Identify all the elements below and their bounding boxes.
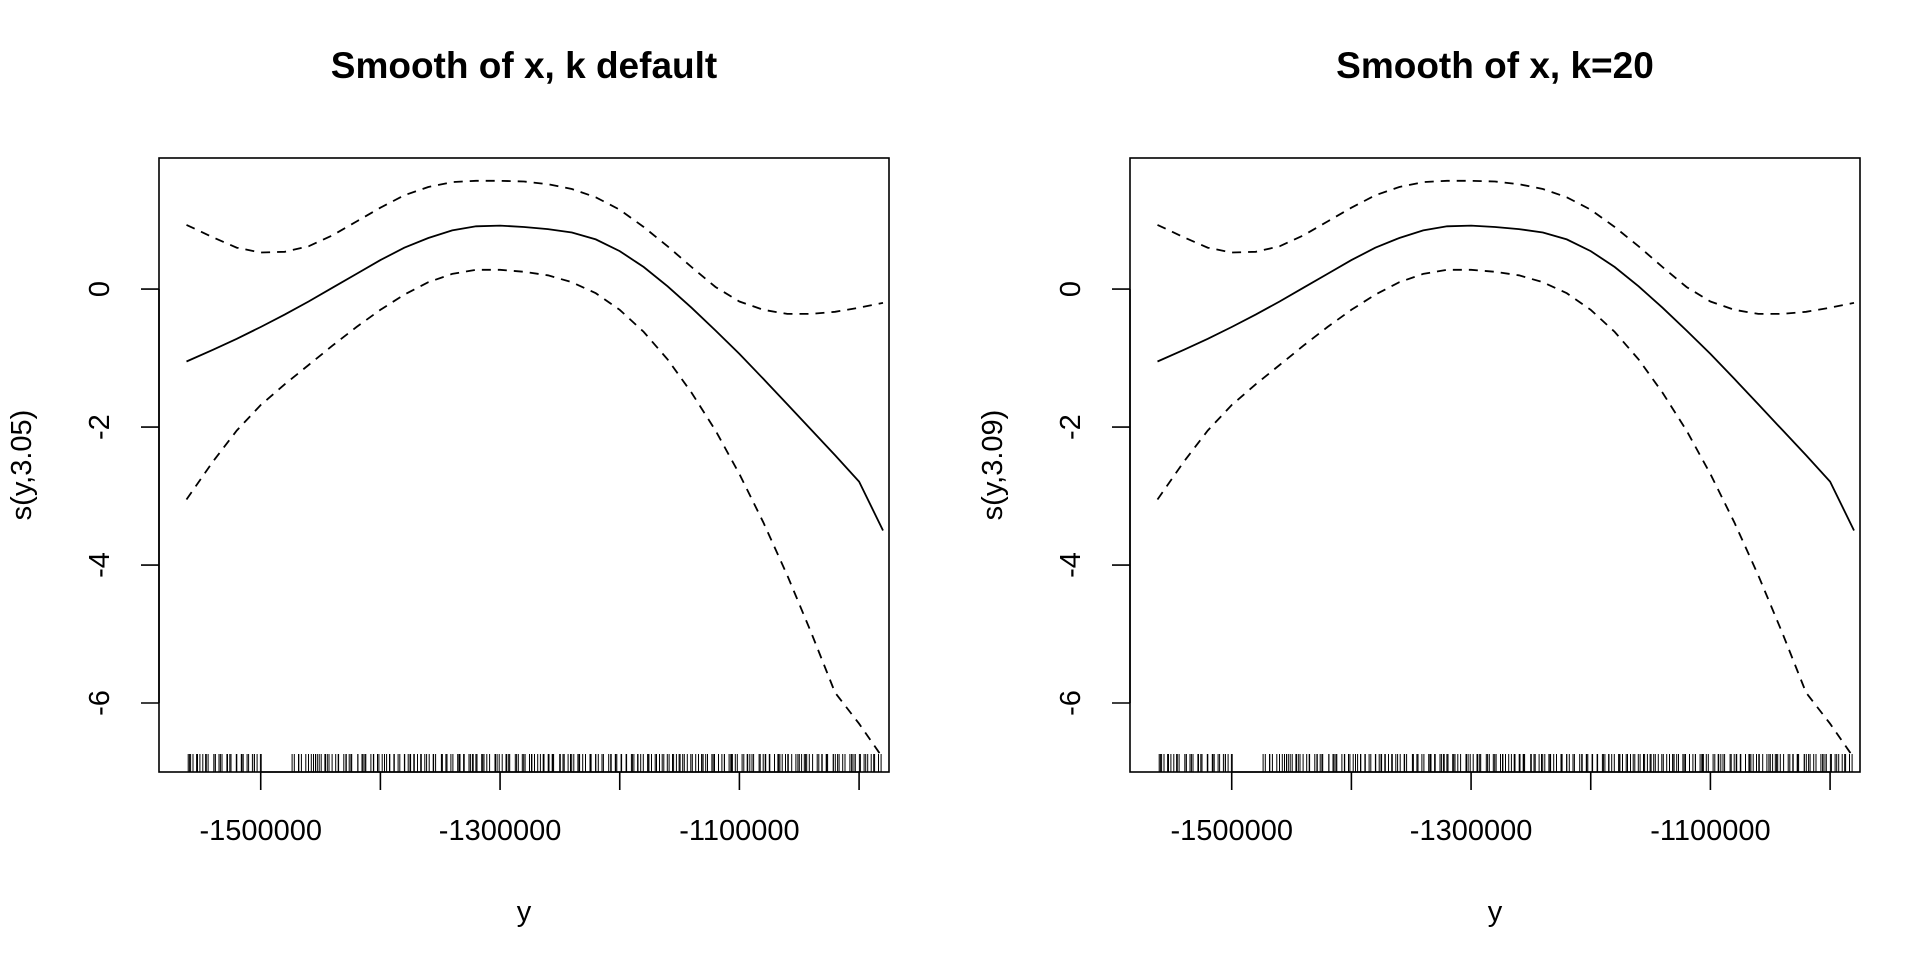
chart-title: Smooth of x, k=20 bbox=[1336, 45, 1654, 86]
series-fit-line bbox=[1157, 224, 1855, 531]
y-tick-label: -6 bbox=[84, 690, 116, 716]
rug-group bbox=[187, 754, 882, 772]
plot-frame bbox=[1129, 157, 1861, 773]
y-axis: -6 -4 -2 0 bbox=[84, 281, 160, 716]
panel-smooth-k-20: Smooth of x, k=20 -1500000 -1300000 -11000… bbox=[977, 45, 1861, 928]
x-tick-label: -1100000 bbox=[1650, 815, 1770, 847]
y-tick-label: 0 bbox=[84, 281, 116, 297]
x-axis-label: y bbox=[517, 896, 532, 928]
panel-smooth-k-default: Smooth of x, k default -1500000 -1300000-… bbox=[6, 45, 890, 928]
series-group bbox=[185, 179, 884, 759]
y-tick-label: -2 bbox=[84, 414, 116, 440]
y-tick-label: -4 bbox=[1055, 552, 1087, 578]
y-tick-label: -6 bbox=[1055, 690, 1087, 716]
y-axis-label: s(y,3.09) bbox=[977, 410, 1009, 521]
series-lower-line bbox=[1156, 268, 1855, 759]
x-axis-label: y bbox=[1488, 896, 1503, 928]
y-tick-label: -4 bbox=[84, 552, 116, 578]
x-tick-label: -1100000 bbox=[679, 815, 799, 847]
chart-title: Smooth of x, k default bbox=[331, 45, 717, 86]
y-axis-label: s(y,3.05) bbox=[6, 410, 38, 521]
series-upper-line bbox=[1157, 179, 1855, 315]
x-tick-label: -1300000 bbox=[439, 815, 562, 847]
x-tick-label: -1500000 bbox=[1170, 815, 1293, 847]
x-axis: -1500000 -1300000 -1100000 bbox=[1170, 771, 1831, 847]
plot-frame bbox=[158, 157, 890, 773]
x-tick-label: -1300000 bbox=[1410, 815, 1533, 847]
rug-group bbox=[1158, 754, 1853, 772]
y-tick-label: 0 bbox=[1055, 281, 1087, 297]
x-tick-label: -1500000 bbox=[199, 815, 322, 847]
series-group bbox=[1156, 179, 1855, 759]
y-axis: -6 -4 -2 0 bbox=[1055, 281, 1131, 716]
series-lower-line bbox=[185, 268, 884, 759]
series-fit-line bbox=[186, 224, 884, 531]
y-tick-label: -2 bbox=[1055, 414, 1087, 440]
x-axis: -1500000 -1300000 -1100000 bbox=[199, 771, 860, 847]
series-upper-line bbox=[186, 179, 884, 315]
